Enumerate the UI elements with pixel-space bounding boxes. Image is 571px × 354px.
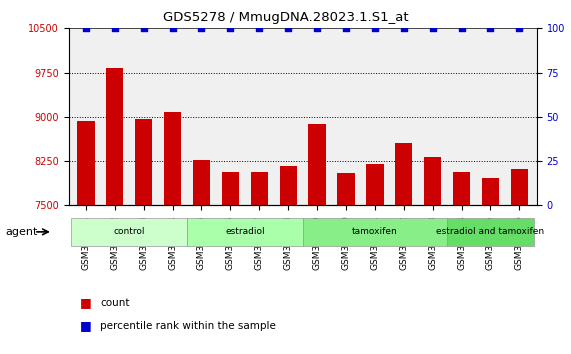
Text: ■: ■ [80,296,92,309]
Bar [510,169,528,354]
Point [110,25,119,31]
Bar [308,125,325,354]
Bar [482,178,499,354]
Point [197,25,206,31]
Point [139,25,148,31]
Bar [106,68,123,354]
Text: tamoxifen: tamoxifen [352,227,398,236]
Point [371,25,380,31]
Point [341,25,351,31]
Bar [453,172,471,354]
Bar [337,173,355,354]
FancyBboxPatch shape [187,217,303,246]
Bar [280,166,297,354]
Point [168,25,177,31]
Point [81,25,90,31]
Bar [77,121,95,354]
Bar [193,160,210,354]
Text: percentile rank within the sample: percentile rank within the sample [100,321,276,331]
Bar [395,143,412,354]
Text: estradiol and tamoxifen: estradiol and tamoxifen [436,227,545,236]
Point [428,25,437,31]
Point [515,25,524,31]
Text: agent: agent [6,227,38,237]
Text: control: control [114,227,145,236]
Point [226,25,235,31]
Bar [164,112,181,354]
FancyBboxPatch shape [71,217,187,246]
FancyBboxPatch shape [447,217,534,246]
Text: ■: ■ [80,319,92,332]
Text: GDS5278 / MmugDNA.28023.1.S1_at: GDS5278 / MmugDNA.28023.1.S1_at [163,11,408,24]
Bar [366,164,384,354]
Text: count: count [100,298,130,308]
Bar [222,172,239,354]
Bar [251,172,268,354]
Point [312,25,321,31]
Bar [424,157,441,354]
Text: estradiol: estradiol [225,227,264,236]
Point [457,25,466,31]
Point [284,25,293,31]
FancyBboxPatch shape [303,217,447,246]
Point [399,25,408,31]
Bar [135,119,152,354]
Point [486,25,495,31]
Point [255,25,264,31]
